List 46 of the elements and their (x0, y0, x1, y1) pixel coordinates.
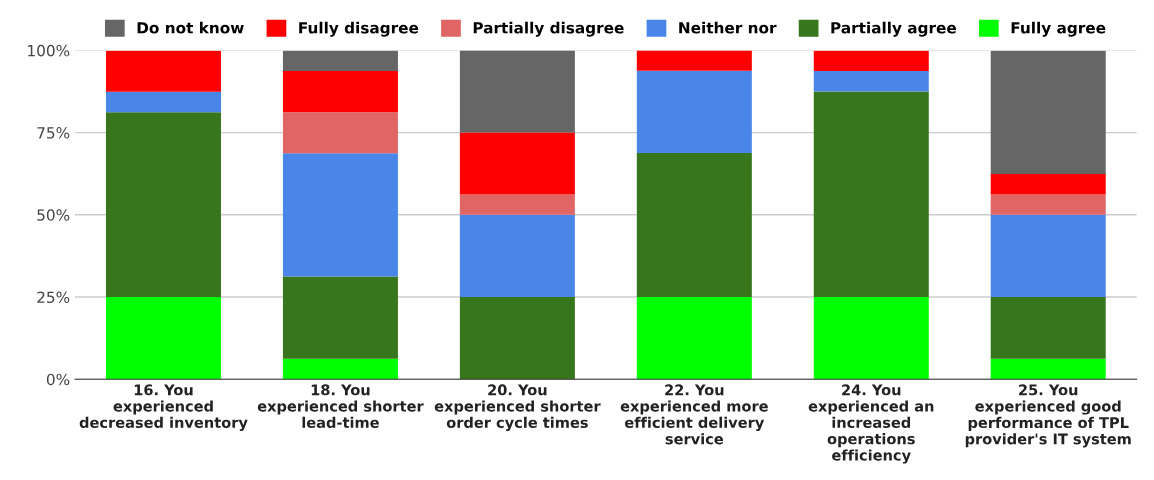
x-tick-label: 24. You experienced an increased operations efficiency (808, 384, 934, 464)
bar (813, 71, 929, 92)
bar (813, 50, 929, 72)
legend-label: Fully agree (1011, 21, 1106, 37)
legend-label: Partially disagree (473, 21, 624, 37)
bar (282, 358, 398, 380)
y-tick-label: 0% (46, 373, 70, 386)
bar (636, 70, 752, 153)
y-tick-label: 25% (37, 291, 70, 304)
bar (636, 152, 752, 297)
legend-label: Neither nor (679, 21, 777, 34)
bar (282, 112, 398, 154)
bar (990, 297, 1106, 359)
x-tick-label: 25. You experienced good performance of TPL provider's IT system (965, 384, 1131, 448)
y-tick-label: 75% (37, 127, 70, 139)
bar (282, 71, 398, 113)
bar (990, 194, 1106, 215)
bar (990, 50, 1106, 175)
bar (990, 174, 1106, 195)
bar (459, 297, 575, 380)
bar (636, 297, 752, 380)
x-tick-label: 20. You experienced shorter order cycle times (434, 384, 601, 431)
bar (459, 50, 575, 133)
bar (105, 50, 221, 92)
x-tick-label: 16. You experienced decreased inventory (79, 384, 248, 431)
bar (813, 297, 929, 380)
y-tick-label: 100% (28, 44, 70, 57)
bar (459, 214, 575, 297)
bar (990, 214, 1106, 297)
x-tick-label: 22. You experienced more efficient delivery service (620, 384, 768, 445)
bar (282, 276, 398, 359)
legend-label: Fully disagree (299, 21, 419, 37)
bar (282, 50, 398, 72)
bar (459, 132, 575, 195)
legend-label: Do not know (137, 21, 244, 34)
bar (459, 194, 575, 215)
bar (282, 153, 398, 277)
bar (105, 112, 221, 297)
bar (990, 358, 1106, 380)
bar (105, 297, 221, 380)
bar (105, 91, 221, 113)
y-tick-label: 50% (37, 209, 70, 221)
bar (813, 91, 929, 297)
bar (636, 50, 752, 71)
legend-label: Partially agree (831, 21, 957, 37)
x-tick-label: 18. You experienced shorter lead-time (257, 384, 424, 429)
